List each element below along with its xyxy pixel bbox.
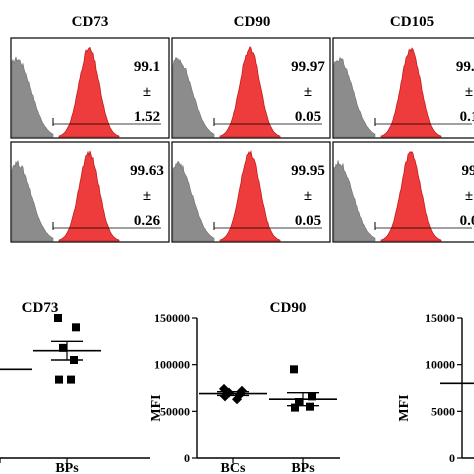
dot-plot: CD90 0 50000 100000 150000 MFI BCs BPs [149,300,340,474]
percent-sd: 1.52 [134,109,160,125]
control-histogram [11,160,54,242]
percent-mean: 99.1 [134,59,160,75]
histogram-column-title-cd73: CD73 [72,14,109,30]
histogram-cell: 99.97 ±0.05 [171,37,331,139]
data-point [290,365,298,374]
percent-sd: 0.05 [295,109,321,125]
histogram-cell: 99.63 ±0.26 [10,141,170,243]
percent-mean: 99.95 [291,163,325,179]
plus-minus: ± [465,188,473,204]
data-point [220,391,230,402]
x-tick-label: BPs [291,461,315,474]
stained-histogram [58,150,120,242]
data-point [232,394,242,405]
stained-histogram [58,46,120,138]
plus-minus: ± [304,84,312,100]
plus-minus: ± [143,84,151,100]
y-tick-label: 0 [449,451,455,465]
y-tick-label: 10000 [425,358,455,372]
percent-sd: 0.05 [295,213,321,229]
histogram-cell: 99.1 ±1.52 [10,37,170,139]
y-tick-label: 50000 [160,404,190,418]
y-axis-label: MFI [149,394,164,421]
data-point [55,375,63,384]
control-histogram [172,160,215,242]
plus-minus: ± [143,188,151,204]
plot-title: CD73 [22,300,59,316]
control-histogram [333,160,376,242]
data-point [70,356,78,364]
percent-mean: 99.8 [456,59,474,75]
stained-histogram [380,151,442,242]
dot-plots: CD73 BPs CD90 0 50000 100000 150000 MFI BCs BPs 0 5… [0,300,474,474]
stained-histogram [219,149,281,242]
control-histogram [172,56,215,138]
percent-mean: 99.63 [130,163,164,179]
stained-histogram [219,46,281,138]
data-point [72,323,80,332]
data-point [306,402,314,411]
data-point [295,398,303,406]
control-histogram [333,56,376,138]
y-axis-label: MFI [397,394,412,421]
data-point [54,314,62,322]
y-tick-label: 5000 [431,404,455,418]
dot-plot: 0 5000 10000 15000 MFI [397,311,474,465]
y-tick-label: 0 [184,451,190,465]
percent-sd: 0.0 [460,213,474,229]
histogram-column-title-cd90: CD90 [234,14,271,30]
y-tick-label: 100000 [154,358,190,372]
plot-title: CD90 [270,300,307,316]
stained-histogram [380,47,442,138]
histogram-panel: CD73 CD90 CD105 99.1 ±1.52 99.97 ±0.05 99.8 ±… [10,14,474,243]
data-point [308,392,316,401]
dot-plot: CD73 BPs [0,300,150,474]
histogram-cells: 99.1±1.5299.97±0.0599.8±0.199.63±0.2699.… [10,37,474,243]
control-histogram [11,56,54,138]
histogram-cell: 99 ±0.0 [332,141,474,243]
x-tick-label: BPs [55,461,79,474]
x-tick-label: BCs [221,461,246,474]
percent-sd: 0.1 [460,109,474,125]
y-tick-label: 150000 [154,311,190,325]
plus-minus: ± [304,188,312,204]
histogram-cell: 99.95 ±0.05 [171,141,331,243]
data-point [67,375,75,384]
plus-minus: ± [465,84,473,100]
percent-mean: 99 [462,163,474,179]
data-point [59,343,67,352]
data-point [291,403,299,412]
histogram-cell: 99.8 ±0.1 [332,37,474,139]
histogram-column-title-cd105: CD105 [390,14,434,30]
percent-mean: 99.97 [291,59,325,75]
percent-sd: 0.26 [134,213,161,229]
y-tick-label: 15000 [425,311,455,325]
